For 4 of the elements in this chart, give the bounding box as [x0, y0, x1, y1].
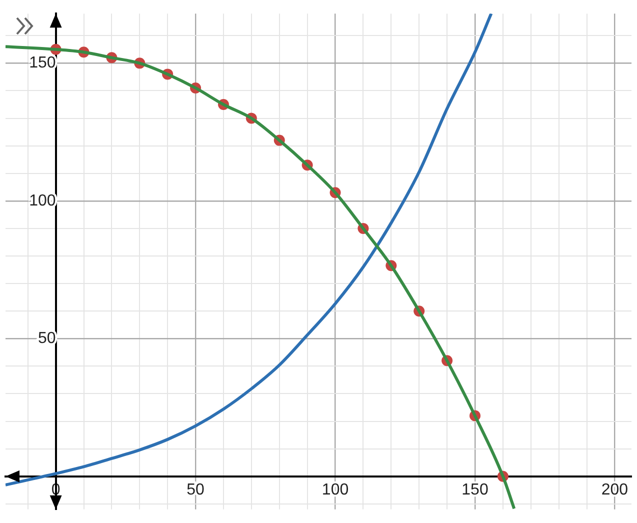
x-tick-label: 200: [601, 481, 628, 498]
x-tick-label: 150: [462, 481, 488, 498]
x-tick-label: 50: [186, 481, 205, 498]
x-tick-label: 100: [322, 481, 349, 498]
